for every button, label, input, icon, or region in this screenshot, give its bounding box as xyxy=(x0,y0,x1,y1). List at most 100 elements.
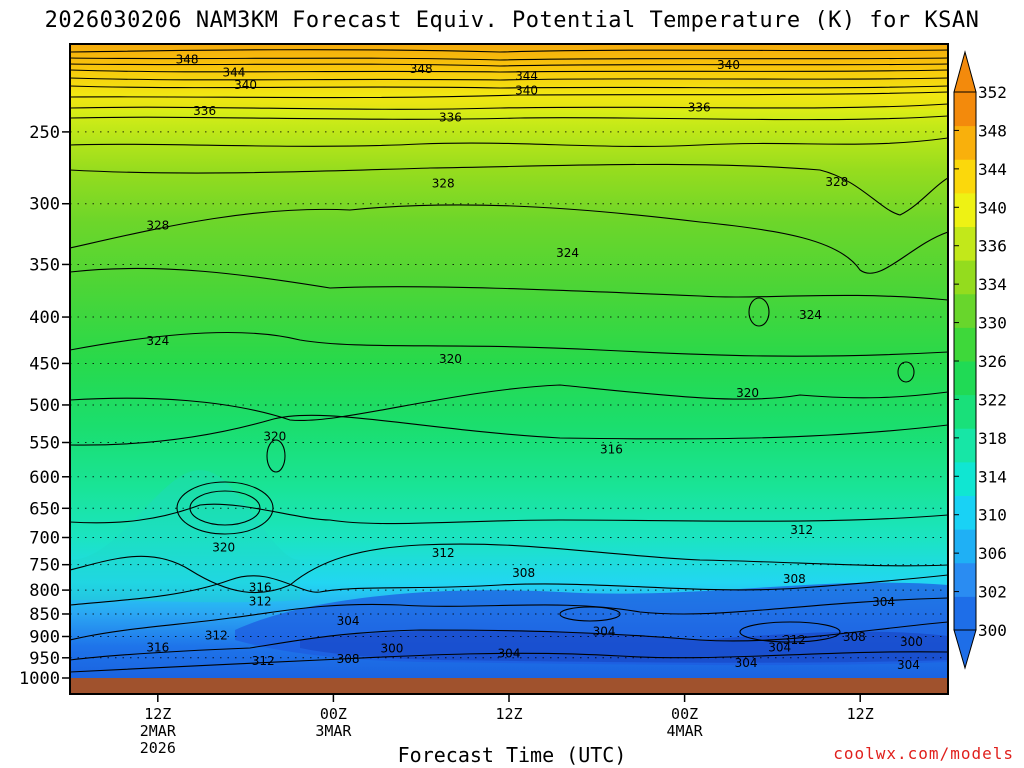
contour-label: 304 xyxy=(337,614,360,628)
y-tick-label: 700 xyxy=(29,528,60,548)
contour-label: 344 xyxy=(515,69,538,83)
contour-cell xyxy=(748,297,770,327)
contour-line xyxy=(70,103,948,110)
contour-label: 312 xyxy=(790,523,813,537)
contour-line xyxy=(70,163,948,216)
contour-label: 304 xyxy=(593,625,616,639)
contour-label: 320 xyxy=(263,430,286,444)
x-tick-label: 00Z xyxy=(320,705,347,723)
colorbar-label: 336 xyxy=(978,237,1007,256)
contour-label: 312 xyxy=(432,546,455,560)
contour-label: 340 xyxy=(234,78,257,92)
contour-cell xyxy=(897,361,915,383)
colorbar-label: 302 xyxy=(978,583,1007,602)
contour-label: 316 xyxy=(249,581,272,595)
contour-line xyxy=(70,503,948,525)
x-tick-label: 12Z xyxy=(144,705,171,723)
y-tick-label: 800 xyxy=(29,581,60,601)
y-tick-label: 850 xyxy=(29,605,60,625)
contour-cell xyxy=(739,621,841,643)
colorbar-segment xyxy=(954,159,976,194)
contour-line xyxy=(70,574,948,606)
contour-label: 304 xyxy=(735,656,758,670)
colorbar-segment xyxy=(954,92,976,127)
x-tick-label: 4MAR xyxy=(667,722,704,740)
colorbar-label: 352 xyxy=(978,83,1007,102)
contour-label: 316 xyxy=(146,641,169,655)
colorbar-segment xyxy=(954,394,976,429)
colorbar-segment xyxy=(954,293,976,328)
chart-title: 2026030206 NAM3KM Forecast Equiv. Potent… xyxy=(44,8,980,33)
contour-label: 336 xyxy=(193,104,216,118)
contour-line xyxy=(70,49,948,53)
contour-cell xyxy=(266,439,286,473)
y-tick-label: 550 xyxy=(29,433,60,453)
contour-label: 308 xyxy=(783,572,806,586)
colorbar-segment xyxy=(954,361,976,396)
colorbar-label: 330 xyxy=(978,314,1007,333)
contour-line xyxy=(70,621,948,661)
colorbar-label: 310 xyxy=(978,506,1007,525)
contour-line xyxy=(70,63,948,67)
contour-label: 304 xyxy=(768,640,791,654)
y-tick-label: 1000 xyxy=(19,669,60,689)
y-tick-label: 900 xyxy=(29,627,60,647)
contour-label: 324 xyxy=(799,308,822,322)
x-tick-label: 12Z xyxy=(847,705,874,723)
contour-label: 300 xyxy=(900,635,923,649)
contour-line xyxy=(70,543,948,594)
colorbar-segment xyxy=(954,562,976,597)
colorbar-segment xyxy=(954,125,976,160)
y-tick-label: 400 xyxy=(29,308,60,328)
colorbar-label: 318 xyxy=(978,429,1007,448)
contour-line xyxy=(70,414,948,446)
contour-line xyxy=(70,69,948,73)
contour-line xyxy=(70,651,948,673)
y-tick-label: 450 xyxy=(29,354,60,374)
colorbar-label: 326 xyxy=(978,352,1007,371)
upper-warm-band xyxy=(70,44,948,110)
x-tick-label: 3MAR xyxy=(315,722,352,740)
contour-label: 304 xyxy=(872,595,895,609)
contour-label: 348 xyxy=(176,52,199,66)
colorbar-segment xyxy=(954,327,976,362)
colorbar-label: 300 xyxy=(978,621,1007,640)
y-tick-label: 500 xyxy=(29,396,60,416)
y-tick-label: 250 xyxy=(29,123,60,143)
contour-label: 312 xyxy=(783,633,806,647)
colorbar-segment xyxy=(954,428,976,463)
contour-lines xyxy=(70,49,948,673)
contour-line xyxy=(70,332,948,357)
x-tick-label: 12Z xyxy=(495,705,522,723)
colorbar-label: 322 xyxy=(978,390,1007,409)
contour-label: 308 xyxy=(512,566,535,580)
contour-line xyxy=(70,384,948,422)
colorbar-label: 306 xyxy=(978,544,1007,563)
contour-label: 304 xyxy=(498,647,521,661)
contour-label: 348 xyxy=(410,62,433,76)
contour-label: 328 xyxy=(146,218,169,232)
colorbar-segment xyxy=(954,529,976,564)
colorbar-label: 334 xyxy=(978,275,1007,294)
y-tick-label: 650 xyxy=(29,499,60,519)
contour-label: 324 xyxy=(146,334,169,348)
contour-line xyxy=(70,85,948,89)
contour-label: 308 xyxy=(337,652,360,666)
contour-line xyxy=(70,204,948,274)
y-tick-label: 300 xyxy=(29,195,60,215)
contour-line xyxy=(70,57,948,61)
contour-label: 320 xyxy=(439,352,462,366)
y-tick-label: 600 xyxy=(29,468,60,488)
colorbar-segment xyxy=(954,226,976,261)
moist-tongue xyxy=(70,470,300,603)
colorbar-label: 344 xyxy=(978,160,1007,179)
ground-strip xyxy=(70,678,948,694)
contour-line xyxy=(70,115,948,121)
contour-label: 308 xyxy=(843,630,866,644)
credit-link[interactable]: coolwx.com/models xyxy=(833,744,1014,763)
contour-label: 312 xyxy=(249,595,272,609)
contour-label: 324 xyxy=(556,246,579,260)
